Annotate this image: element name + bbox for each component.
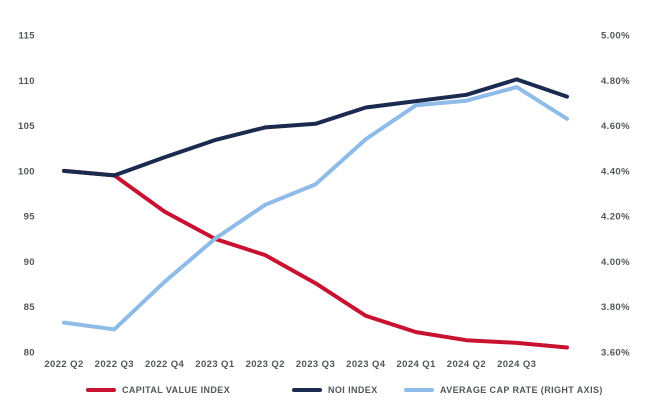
y-axis-right-tick-label: 3.60% <box>601 348 630 359</box>
x-axis-tick-label: 2024 Q1 <box>396 359 436 370</box>
y-axis-right-tick-label: 4.80% <box>601 76 630 87</box>
y-axis-right-tick-label: 5.00% <box>601 31 630 42</box>
y-axis-right-tick-label: 4.60% <box>601 121 630 132</box>
legend-label-capital-value-index: CAPITAL VALUE INDEX <box>122 385 231 395</box>
x-axis-tick-label: 2022 Q3 <box>95 359 134 370</box>
series-line-average-cap-rate-right-axis <box>62 85 569 332</box>
x-axis-tick-label: 2023 Q2 <box>246 359 285 370</box>
x-axis-tick-label: 2023 Q3 <box>296 359 335 370</box>
x-axis-tick-label: 2024 Q3 <box>497 359 536 370</box>
legend-item-average-cap-rate: AVERAGE CAP RATE (RIGHT AXIS) <box>404 385 603 395</box>
series-line-noi-index <box>62 77 569 178</box>
y-axis-left-tick-label: 90 <box>24 257 35 268</box>
x-axis-tick-label: 2023 Q4 <box>346 359 386 370</box>
y-axis-left-tick-label: 80 <box>24 348 35 359</box>
legend-swatch-average-cap-rate <box>404 388 434 392</box>
legend-item-capital-value-index: CAPITAL VALUE INDEX <box>86 385 230 395</box>
y-axis-left-tick-label: 105 <box>18 121 35 132</box>
y-axis-right-tick-label: 4.00% <box>601 257 630 268</box>
y-axis-right-tick-label: 3.80% <box>601 302 630 313</box>
y-axis-left-tick-label: 110 <box>18 76 35 87</box>
x-axis-tick-label: 2024 Q2 <box>447 359 486 370</box>
chart-legend: CAPITAL VALUE INDEX NOI INDEX AVERAGE CA… <box>0 385 648 401</box>
y-axis-right-tick-label: 4.20% <box>601 212 630 223</box>
legend-item-noi-index: NOI INDEX <box>292 385 378 395</box>
legend-label-average-cap-rate: AVERAGE CAP RATE (RIGHT AXIS) <box>440 385 603 395</box>
legend-label-noi-index: NOI INDEX <box>328 385 378 395</box>
y-axis-left-tick-label: 95 <box>24 212 36 223</box>
legend-swatch-noi-index <box>292 388 322 392</box>
x-axis-tick-label: 2022 Q4 <box>145 359 185 370</box>
y-axis-left-tick-label: 85 <box>24 302 36 313</box>
y-axis-right-tick-label: 4.40% <box>601 166 630 177</box>
y-axis-left-tick-label: 115 <box>18 31 35 42</box>
x-axis-tick-label: 2022 Q2 <box>44 359 83 370</box>
x-axis-tick-label: 2023 Q1 <box>195 359 235 370</box>
legend-swatch-capital-value-index <box>86 388 116 392</box>
series-line-capital-value-index <box>62 168 569 350</box>
y-axis-left-tick-label: 100 <box>18 166 35 177</box>
